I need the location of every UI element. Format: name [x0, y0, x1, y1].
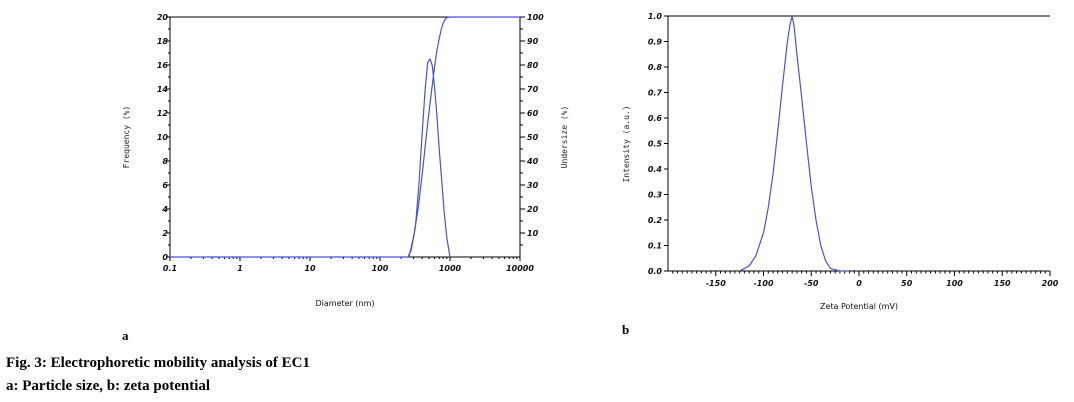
panel-a-x-tick-label: 10000	[506, 264, 534, 273]
panel-b-y-tick-label: 0.5	[648, 140, 663, 149]
panel-a-y2-tick-label: 10	[527, 229, 539, 238]
panel-b-x-tick-label: -100	[753, 279, 773, 288]
panel-a-x-tick-label: 100	[372, 264, 389, 273]
panel-b-y-tick-label: 0.3	[648, 191, 663, 200]
panel-a-y-tick-label: 14	[157, 85, 169, 94]
panel-a-y-tick-label: 8	[162, 157, 168, 166]
panel-a-y-tick-label: 12	[157, 109, 169, 118]
panel-a-y2-tick-label: 40	[526, 157, 539, 166]
panel-b-x-tick-label: -50	[804, 279, 819, 288]
panel-b-y-tick-label: 0.4	[648, 165, 663, 174]
panel-a-y2-tick-label: 50	[527, 133, 539, 142]
panel-a-y2-tick-label: 80	[527, 61, 539, 70]
panel-b-x-tick-label: -150	[706, 279, 726, 288]
panel-b-y-tick-label: 0.8	[648, 63, 663, 72]
panel-b-x-axis-title: Zeta Potential (mV)	[820, 302, 898, 311]
figure-caption-title: Fig. 3: Electrophoretic mobility analysi…	[6, 355, 311, 371]
panel-a-chart: 0.1 1 10 100 1000 10000 0 2 4 6 8 10 12 14 16 18 20 10 20 3…	[122, 13, 569, 343]
panel-a-y-axis-title: Frequency (%)	[122, 106, 131, 169]
panel-a-undersize-line	[408, 16, 520, 258]
panel-a-x-tick-label: 1000	[439, 264, 462, 273]
panel-a-x-tick-label: 1	[237, 264, 243, 273]
panel-b-x-tick-label: 150	[994, 279, 1011, 288]
panel-a-y-tick-label: 0	[162, 253, 168, 262]
panel-a-y2-tick-label: 60	[527, 109, 539, 118]
panel-a-y-tick-label: 16	[157, 61, 169, 70]
panel-a-y2-tick-label: 100	[527, 13, 544, 22]
panel-a-y-tick-label: 18	[157, 37, 169, 46]
panel-a-y-tick-label: 6	[162, 181, 168, 190]
panel-a-y2-tick-label: 20	[527, 205, 539, 214]
panel-a-y-tick-label: 20	[157, 13, 169, 22]
panel-b-y-tick-label: 0.2	[648, 216, 663, 225]
panel-a-x-tick-label: 0.1	[163, 264, 177, 273]
panel-a-x-tick-label: 10	[304, 264, 316, 273]
panel-b-x-tick-label: 50	[901, 279, 913, 288]
panel-b-y-axis-title: Intensity (a.u.)	[622, 105, 631, 182]
panel-b-x-tick-label: 100	[946, 279, 963, 288]
panel-b-y-tick-label: 0.1	[648, 242, 662, 251]
panel-b-y-tick-label: 0.9	[648, 38, 663, 47]
panel-a-y-tick-label: 4	[161, 205, 168, 214]
panel-a-y-tick-label: 10	[157, 133, 169, 142]
panel-a-x-axis-title: Diameter (nm)	[316, 299, 375, 308]
panel-a-frequency-line	[170, 57, 451, 258]
panel-b-y-tick-label: 1.0	[648, 12, 663, 21]
panel-b-chart: -150 -100 -50 0 50 100 150 200 0.0 0.1 0.2 0.3 0.4 0.…	[622, 12, 1059, 337]
panel-a-y2-tick-label: 30	[527, 181, 539, 190]
panel-b-x-tick-label: 0	[856, 279, 862, 288]
panel-b-letter: b	[622, 322, 629, 337]
panel-b-y-tick-label: 0.6	[648, 114, 663, 123]
panel-a-y2-tick-label: 70	[527, 85, 539, 94]
panel-a-letter: a	[122, 328, 129, 343]
panel-a-y2-axis-title: Undersize (%)	[560, 106, 569, 169]
panel-b-intensity-line	[739, 15, 850, 272]
panel-a-y-tick-label: 2	[162, 229, 168, 238]
panel-b-x-tick-label: 200	[1042, 279, 1059, 288]
panel-b-y-tick-label: 0.7	[648, 89, 663, 98]
panel-a-y2-tick-label: 90	[527, 37, 539, 46]
panel-b-y-tick-label: 0.0	[648, 267, 663, 276]
figure-caption-subtitle: a: Particle size, b: zeta potential	[6, 378, 211, 394]
